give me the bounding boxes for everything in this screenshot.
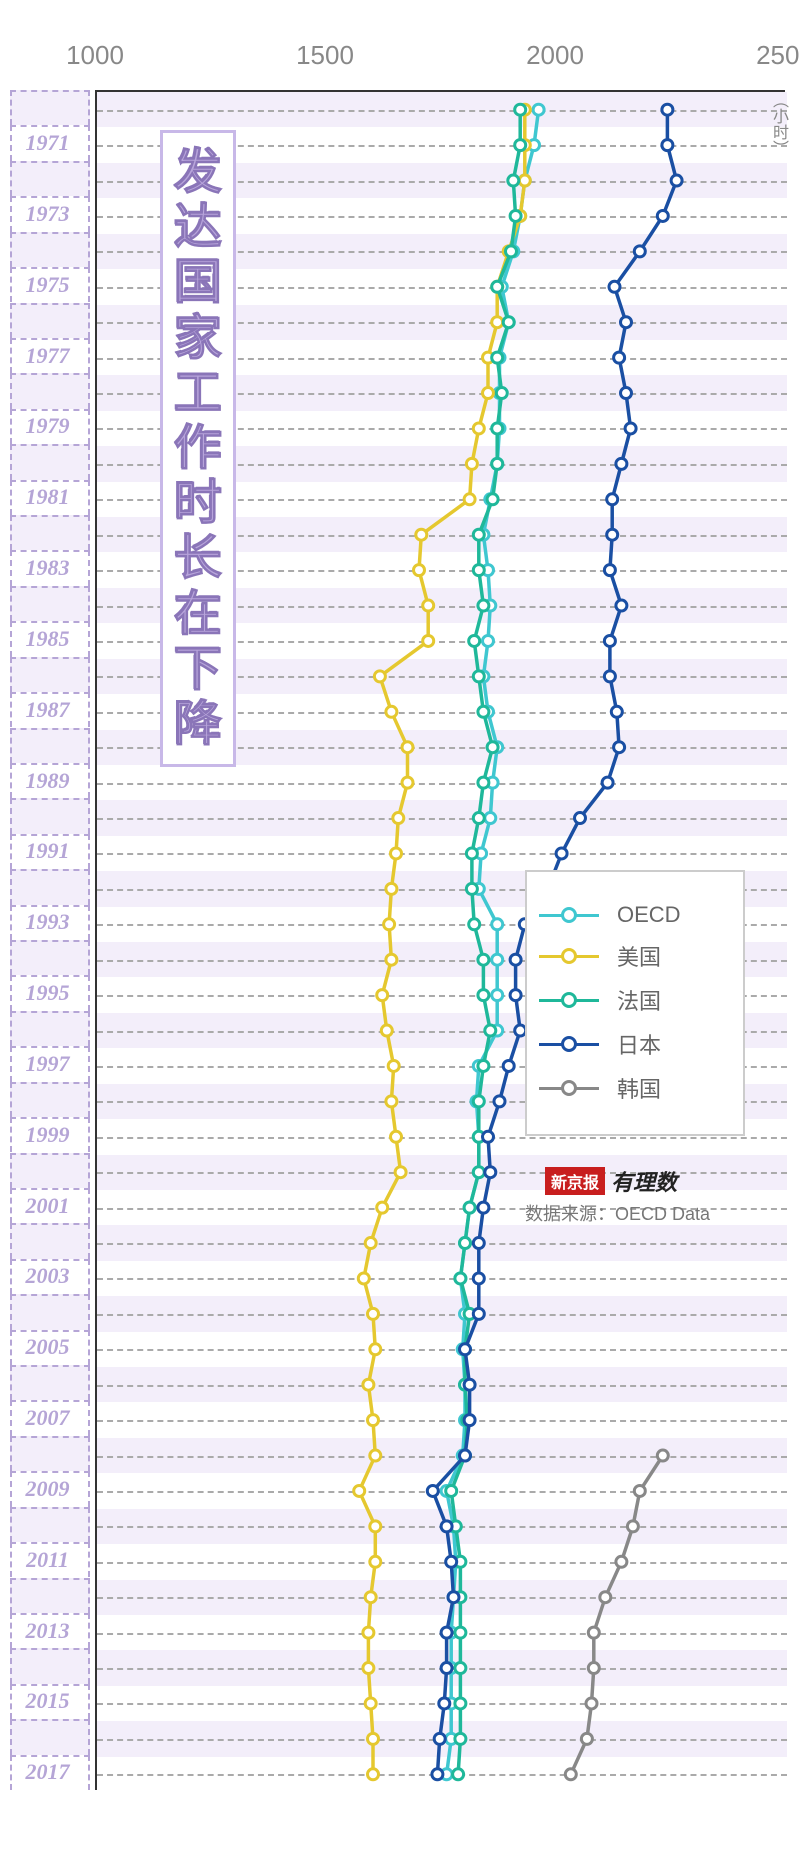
legend-label: OECD (617, 902, 681, 928)
legend-label: 日本 (617, 1028, 661, 1060)
legend-item: 日本 (539, 1028, 731, 1060)
unit-label: （小时） (766, 92, 790, 156)
legend: OECD 美国法国日本韩国 (525, 870, 745, 1136)
legend-item: 韩国 (539, 1072, 731, 1104)
logo-sub: 有理数 (611, 1165, 677, 1197)
logo-brand: 新京报 (545, 1167, 605, 1195)
legend-item: 美国 (539, 940, 731, 972)
data-source: 数据来源：OECD Data (525, 1200, 710, 1226)
legend-label: 韩国 (617, 1072, 661, 1104)
x-tick: 1000 (66, 40, 124, 71)
chart-title-box: 发达国家工作时长在下降 (160, 130, 236, 767)
x-tick: 2500 (756, 40, 800, 71)
legend-item: OECD (539, 902, 731, 928)
x-tick: 1500 (296, 40, 354, 71)
legend-item: 法国 (539, 984, 731, 1016)
source-logo: 新京报 有理数 (545, 1165, 677, 1197)
legend-label: 美国 (617, 940, 661, 972)
chart-title: 发达国家工作时长在下降 (171, 145, 225, 752)
chart-container: 1000150020002500 19701971197219731974197… (0, 0, 800, 1861)
legend-label: 法国 (617, 984, 661, 1016)
x-tick: 2000 (526, 40, 584, 71)
